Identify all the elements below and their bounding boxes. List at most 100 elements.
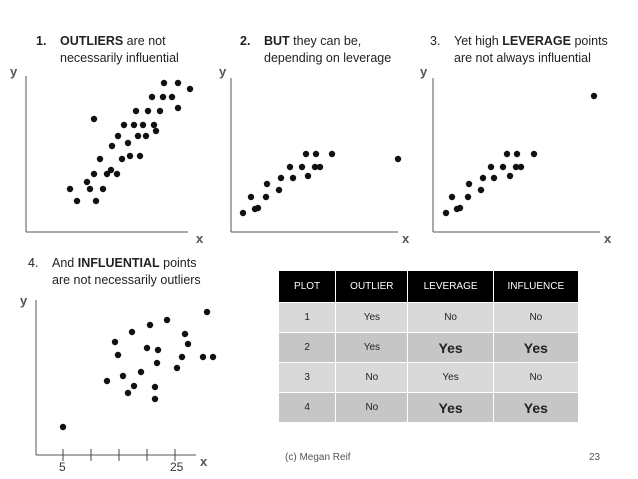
caption-number: 2. xyxy=(240,34,251,48)
caption-number: 3. xyxy=(430,34,441,48)
scatter-plot-1: y x xyxy=(10,64,204,246)
data-point xyxy=(247,193,255,201)
header-influence: INFLUENCE xyxy=(493,271,578,303)
data-point xyxy=(132,107,140,115)
data-point xyxy=(137,368,145,376)
data-point xyxy=(186,85,194,93)
data-point xyxy=(304,172,312,180)
data-point xyxy=(150,121,158,129)
plot-2-points xyxy=(239,150,402,217)
data-point xyxy=(148,93,156,101)
data-point xyxy=(442,209,450,217)
y-axis-label: y xyxy=(420,64,428,79)
data-point xyxy=(103,377,111,385)
data-point xyxy=(465,180,473,188)
data-point xyxy=(143,344,151,352)
caption-line2: are not necessarily outliers xyxy=(52,273,201,287)
page-number: 23 xyxy=(589,452,601,463)
data-point xyxy=(130,382,138,390)
data-point xyxy=(73,197,81,205)
caption-pre: Yet high xyxy=(454,34,503,48)
table-row: 4 No Yes Yes xyxy=(279,392,578,422)
data-point xyxy=(328,150,336,158)
data-point xyxy=(530,150,538,158)
data-point xyxy=(156,107,164,115)
scatter-plot-4: y x 5 25 xyxy=(20,293,217,474)
data-point xyxy=(203,308,211,316)
data-point xyxy=(316,163,324,171)
footer-credit: (c) Megan Reif xyxy=(285,452,351,463)
caption-line2: depending on leverage xyxy=(264,51,392,65)
scatter-plot-2: y x xyxy=(219,64,410,246)
caption-line2: necessarily influential xyxy=(60,51,179,65)
data-point xyxy=(124,389,132,397)
summary-table: PLOT OUTLIER LEVERAGE INFLUENCE 1 Yes No… xyxy=(279,271,578,422)
y-axis-label: y xyxy=(20,293,28,308)
cell-influence: Yes xyxy=(493,392,578,422)
data-point xyxy=(144,107,152,115)
tick-label-25: 25 xyxy=(170,460,184,474)
data-point xyxy=(464,193,472,201)
data-point xyxy=(151,383,159,391)
data-point xyxy=(86,185,94,193)
data-point xyxy=(286,163,294,171)
data-point xyxy=(302,150,310,158)
tick-label-5: 5 xyxy=(59,460,66,474)
cell-plot: 2 xyxy=(279,332,337,363)
data-point xyxy=(154,346,162,354)
cell-outlier: Yes xyxy=(335,302,409,333)
caption-text: they can be, xyxy=(289,34,362,48)
data-point xyxy=(151,395,159,403)
cell-outlier: Yes xyxy=(335,332,409,363)
data-point xyxy=(277,174,285,182)
data-point xyxy=(499,163,507,171)
caption-line2: are not always influential xyxy=(454,51,591,65)
x-axis-label: x xyxy=(196,231,204,246)
data-point xyxy=(113,170,121,178)
data-point xyxy=(312,150,320,158)
data-point xyxy=(513,150,521,158)
data-point xyxy=(59,423,67,431)
data-point xyxy=(153,359,161,367)
cell-leverage: Yes xyxy=(407,362,494,393)
caption-bold: LEVERAGE xyxy=(502,34,571,48)
caption-plot-2: 2. BUT they can be, depending on leverage xyxy=(240,33,391,67)
data-point xyxy=(506,172,514,180)
data-point xyxy=(503,150,511,158)
plot-4-ticks xyxy=(62,449,176,461)
header-plot: PLOT xyxy=(279,271,337,303)
data-point xyxy=(114,132,122,140)
data-point xyxy=(254,204,262,212)
data-point xyxy=(263,180,271,188)
cell-leverage: Yes xyxy=(407,332,494,363)
data-point xyxy=(119,372,127,380)
data-point xyxy=(239,209,247,217)
data-point xyxy=(139,121,147,129)
data-point xyxy=(96,155,104,163)
cell-plot: 3 xyxy=(279,362,337,393)
data-point xyxy=(126,152,134,160)
data-point xyxy=(107,166,115,174)
data-point xyxy=(92,197,100,205)
caption-pre: And xyxy=(52,256,78,270)
data-point xyxy=(181,330,189,338)
data-point xyxy=(174,79,182,87)
caption-bold: BUT xyxy=(264,34,290,48)
header-outlier: OUTLIER xyxy=(335,271,409,303)
cell-plot: 1 xyxy=(279,302,337,333)
plot-3-points xyxy=(442,92,598,217)
cell-leverage: Yes xyxy=(407,392,494,422)
data-point xyxy=(163,316,171,324)
data-point xyxy=(152,127,160,135)
y-axis-label: y xyxy=(219,64,227,79)
caption-bold: INFLUENTIAL xyxy=(77,256,160,270)
cell-influence: No xyxy=(493,362,578,393)
data-point xyxy=(99,185,107,193)
data-point xyxy=(490,174,498,182)
data-point xyxy=(124,139,132,147)
data-point xyxy=(114,351,122,359)
header-leverage: LEVERAGE xyxy=(407,271,494,303)
y-axis-label: y xyxy=(10,64,18,79)
data-point xyxy=(209,353,217,361)
data-point xyxy=(487,163,495,171)
